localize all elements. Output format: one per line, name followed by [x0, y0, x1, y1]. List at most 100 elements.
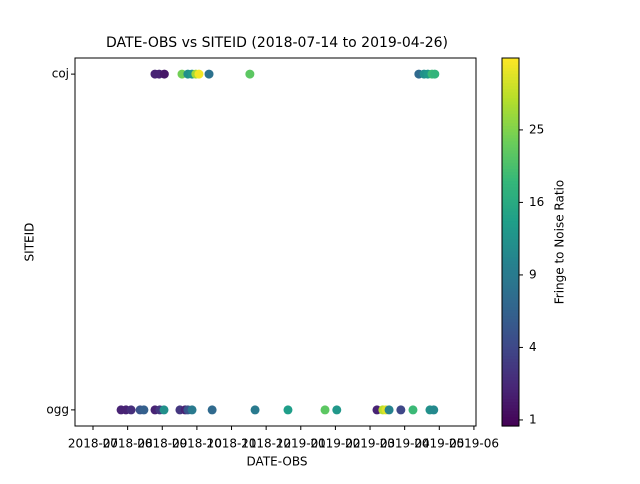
- colorbar-tick-label: 4: [529, 340, 537, 354]
- colorbar-swatch: [502, 94, 519, 99]
- colorbar-swatch: [502, 376, 519, 381]
- colorbar-swatch: [502, 306, 519, 311]
- colorbar-swatch: [502, 217, 519, 222]
- colorbar-swatch: [502, 61, 519, 65]
- colorbar-swatch: [502, 229, 519, 234]
- colorbar-swatch: [502, 294, 519, 298]
- colorbar-swatch: [502, 137, 519, 142]
- x-tick-label: 2019-02: [310, 437, 360, 451]
- colorbar-swatch: [502, 199, 519, 203]
- colorbar-swatch: [502, 119, 519, 123]
- colorbar-swatch: [502, 128, 519, 133]
- colorbar-swatch: [502, 318, 519, 323]
- colorbar-swatch: [502, 88, 519, 93]
- colorbar-tick-label: 25: [529, 122, 544, 136]
- y-axis-label: SITEID: [23, 223, 37, 262]
- colorbar-swatch: [502, 223, 519, 228]
- x-tick-label: 2018-07: [68, 437, 118, 451]
- colorbar-swatch: [502, 97, 519, 102]
- colorbar-swatch: [502, 122, 519, 127]
- colorbar-swatch: [502, 355, 519, 360]
- colorbar-swatch: [502, 370, 519, 375]
- colorbar-swatch: [502, 324, 519, 329]
- colorbar-swatch: [502, 352, 519, 357]
- x-tick-label: 2019-04: [380, 437, 430, 451]
- colorbar-swatch: [502, 407, 519, 412]
- colorbar-swatch: [502, 373, 519, 378]
- colorbar-swatch: [502, 349, 519, 353]
- colorbar-swatch: [502, 315, 519, 320]
- colorbar-swatch: [502, 321, 519, 326]
- colorbar-swatch: [502, 257, 519, 261]
- colorbar-swatch: [502, 76, 519, 81]
- colorbar-swatch: [502, 422, 519, 427]
- colorbar-swatch: [502, 278, 519, 283]
- chart-title: DATE-OBS vs SITEID (2018-07-14 to 2019-0…: [106, 35, 448, 51]
- colorbar-swatch: [502, 260, 519, 265]
- colorbar-swatch: [502, 189, 519, 194]
- colorbar-tick-label: 16: [529, 195, 544, 209]
- colorbar-swatch: [502, 245, 519, 249]
- colorbar-swatch: [502, 202, 519, 206]
- colorbar-swatch: [502, 395, 519, 399]
- colorbar-swatch: [502, 327, 519, 332]
- colorbar-swatch: [502, 367, 519, 372]
- point: [194, 69, 204, 79]
- colorbar-swatch: [502, 153, 519, 157]
- point: [320, 405, 330, 415]
- x-tick-label: 2019-05: [414, 437, 464, 451]
- colorbar-swatch: [502, 291, 519, 295]
- colorbar-swatch: [502, 107, 519, 111]
- colorbar-swatch: [502, 392, 519, 396]
- y-tick-label: coj: [52, 67, 69, 81]
- colorbar-swatch: [502, 70, 519, 74]
- colorbar-swatch: [502, 266, 519, 271]
- colorbar-swatch: [502, 232, 519, 237]
- colorbar-swatch: [502, 192, 519, 197]
- colorbar-swatch: [502, 398, 519, 403]
- colorbar-swatch: [502, 263, 519, 268]
- colorbar-swatch: [502, 330, 519, 335]
- colorbar-swatch: [502, 386, 519, 390]
- colorbar-frame: [501, 57, 520, 427]
- colorbar-swatch: [502, 79, 519, 84]
- colorbar-swatch: [502, 419, 519, 424]
- colorbar-swatch: [502, 284, 519, 289]
- colorbar-swatch: [502, 196, 519, 200]
- x-tick-label: 2018-08: [103, 437, 153, 451]
- point: [159, 405, 169, 415]
- point: [139, 405, 149, 415]
- point: [250, 405, 260, 415]
- colorbar-swatch: [502, 214, 519, 219]
- colorbar-swatch: [502, 183, 519, 188]
- colorbar-swatch: [502, 85, 519, 90]
- x-axis-label: DATE-OBS: [247, 455, 308, 469]
- point: [187, 405, 197, 415]
- colorbar-swatch: [502, 346, 519, 350]
- colorbar-swatch: [502, 361, 519, 366]
- colorbar-swatch: [502, 248, 519, 252]
- x-tick-label: 2019-06: [449, 437, 499, 451]
- colorbar-swatch: [502, 297, 519, 301]
- point: [408, 405, 418, 415]
- colorbar-swatch: [502, 180, 519, 185]
- point: [430, 69, 440, 79]
- colorbar-tick-label: 9: [529, 267, 537, 281]
- colorbar-swatch: [502, 401, 519, 406]
- point: [283, 405, 293, 415]
- colorbar-swatch: [502, 416, 519, 421]
- x-tick-label: 2018-09: [137, 437, 187, 451]
- point: [429, 405, 439, 415]
- colorbar-swatch: [502, 410, 519, 415]
- colorbar-swatch: [502, 162, 519, 166]
- x-tick-label: 2018-12: [241, 437, 291, 451]
- colorbar-swatch: [502, 159, 519, 163]
- colorbar-swatch: [502, 226, 519, 231]
- colorbar-swatch: [502, 235, 519, 240]
- point: [126, 405, 136, 415]
- colorbar-swatch: [502, 67, 519, 71]
- x-tick-label: 2019-01: [276, 437, 326, 451]
